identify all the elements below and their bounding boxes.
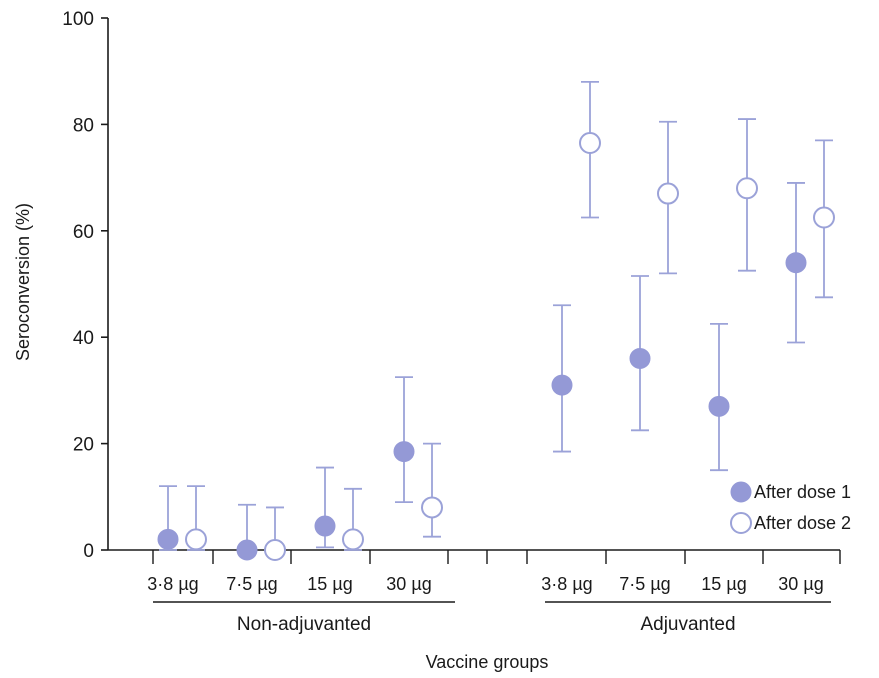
y-tick-label: 0: [83, 541, 94, 562]
x-tick-label: 7·5 µg: [226, 574, 277, 594]
y-tick-label: 80: [73, 115, 94, 136]
point-after-dose-1: [629, 347, 651, 369]
x-tick-label: 15 µg: [307, 574, 352, 594]
x-tick-label: 3·8 µg: [541, 574, 592, 594]
point-after-dose-1: [393, 441, 415, 463]
legend: After dose 1 After dose 2: [730, 481, 851, 534]
legend-marker-filled: [730, 481, 752, 503]
point-after-dose-1: [157, 528, 179, 550]
point-after-dose-1: [708, 395, 730, 417]
group-label: Non-adjuvanted: [237, 614, 371, 635]
legend-label: After dose 2: [754, 513, 851, 533]
y-ticks: 0 20 40 60 80 100: [62, 9, 108, 562]
point-after-dose-2: [813, 206, 835, 229]
y-axis-label: Seroconversion (%): [13, 203, 33, 361]
point-after-dose-1: [551, 374, 573, 396]
point-after-dose-2: [736, 177, 758, 200]
x-tick-label: 7·5 µg: [619, 574, 670, 594]
point-after-dose-2: [264, 539, 286, 561]
y-tick-label: 40: [73, 328, 94, 349]
x-tick-label: 30 µg: [778, 574, 823, 594]
x-ticks: 3·8 µg 7·5 µg 15 µg 30 µg 3·8 µg 7·5 µg 15 µg 3…: [147, 550, 841, 594]
x-tick-label: 30 µg: [386, 574, 431, 594]
legend-label: After dose 1: [754, 482, 851, 502]
legend-marker-open: [730, 512, 752, 534]
point-after-dose-1: [785, 252, 807, 274]
point-after-dose-1: [314, 515, 336, 537]
point-after-dose-2: [421, 496, 443, 519]
x-axis-label: Vaccine groups: [426, 652, 549, 672]
point-after-dose-2: [342, 528, 364, 551]
y-tick-label: 60: [73, 222, 94, 243]
data-points: [157, 132, 835, 561]
y-tick-label: 100: [62, 9, 94, 30]
x-tick-label: 15 µg: [701, 574, 746, 594]
point-after-dose-2: [185, 528, 207, 551]
point-after-dose-2: [657, 182, 679, 205]
group-labels: Non-adjuvanted Adjuvanted: [153, 601, 831, 635]
error-bars: [159, 80, 833, 551]
point-after-dose-2: [579, 132, 601, 155]
axes: [107, 18, 840, 551]
group-label: Adjuvanted: [640, 614, 735, 635]
x-tick-label: 3·8 µg: [147, 574, 198, 594]
point-after-dose-1: [236, 539, 258, 561]
y-tick-label: 20: [73, 435, 94, 456]
